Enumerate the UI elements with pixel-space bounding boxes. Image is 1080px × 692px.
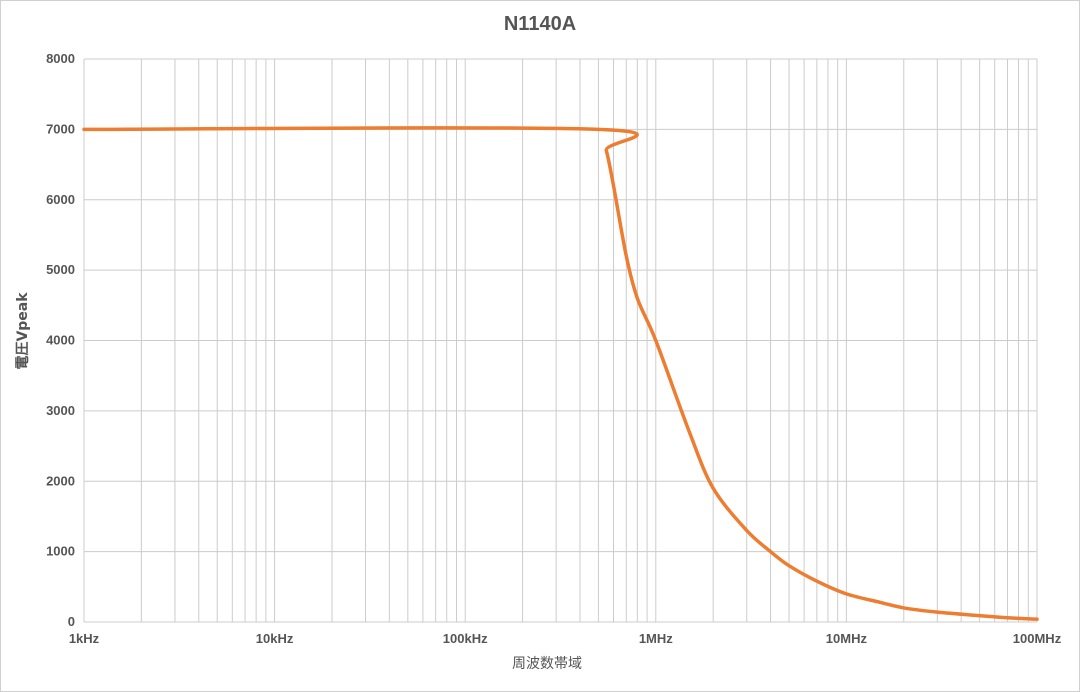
y-tick-label: 0 — [68, 614, 75, 629]
series-layer — [82, 126, 1039, 621]
chart-title: N1140A — [504, 13, 576, 35]
y-tick-label: 8000 — [46, 51, 75, 66]
y-tick-label: 4000 — [46, 333, 75, 348]
x-axis-label: 周波数帯域 — [512, 656, 582, 672]
y-axis-label: 電圧Vpeak — [14, 292, 31, 370]
series-line — [82, 126, 1039, 621]
x-tick-label: 10kHz — [256, 631, 294, 646]
x-tick-label: 1MHz — [639, 631, 673, 646]
x-tick-label: 100MHz — [1013, 631, 1062, 646]
grid-lines — [83, 58, 1038, 623]
y-tick-label: 6000 — [46, 192, 75, 207]
y-tick-label: 1000 — [46, 544, 75, 559]
x-tick-label: 10MHz — [826, 631, 868, 646]
y-tick-label: 7000 — [46, 121, 75, 136]
y-tick-label: 5000 — [46, 262, 75, 277]
x-tick-label: 1kHz — [69, 631, 100, 646]
tick-labels: 0 1000 2000 3000 4000 5000 6000 7000 8000 1kHz 10k… — [46, 51, 1062, 646]
y-tick-label: 2000 — [46, 473, 75, 488]
x-tick-label: 100kHz — [443, 631, 488, 646]
y-tick-label: 3000 — [46, 403, 75, 418]
